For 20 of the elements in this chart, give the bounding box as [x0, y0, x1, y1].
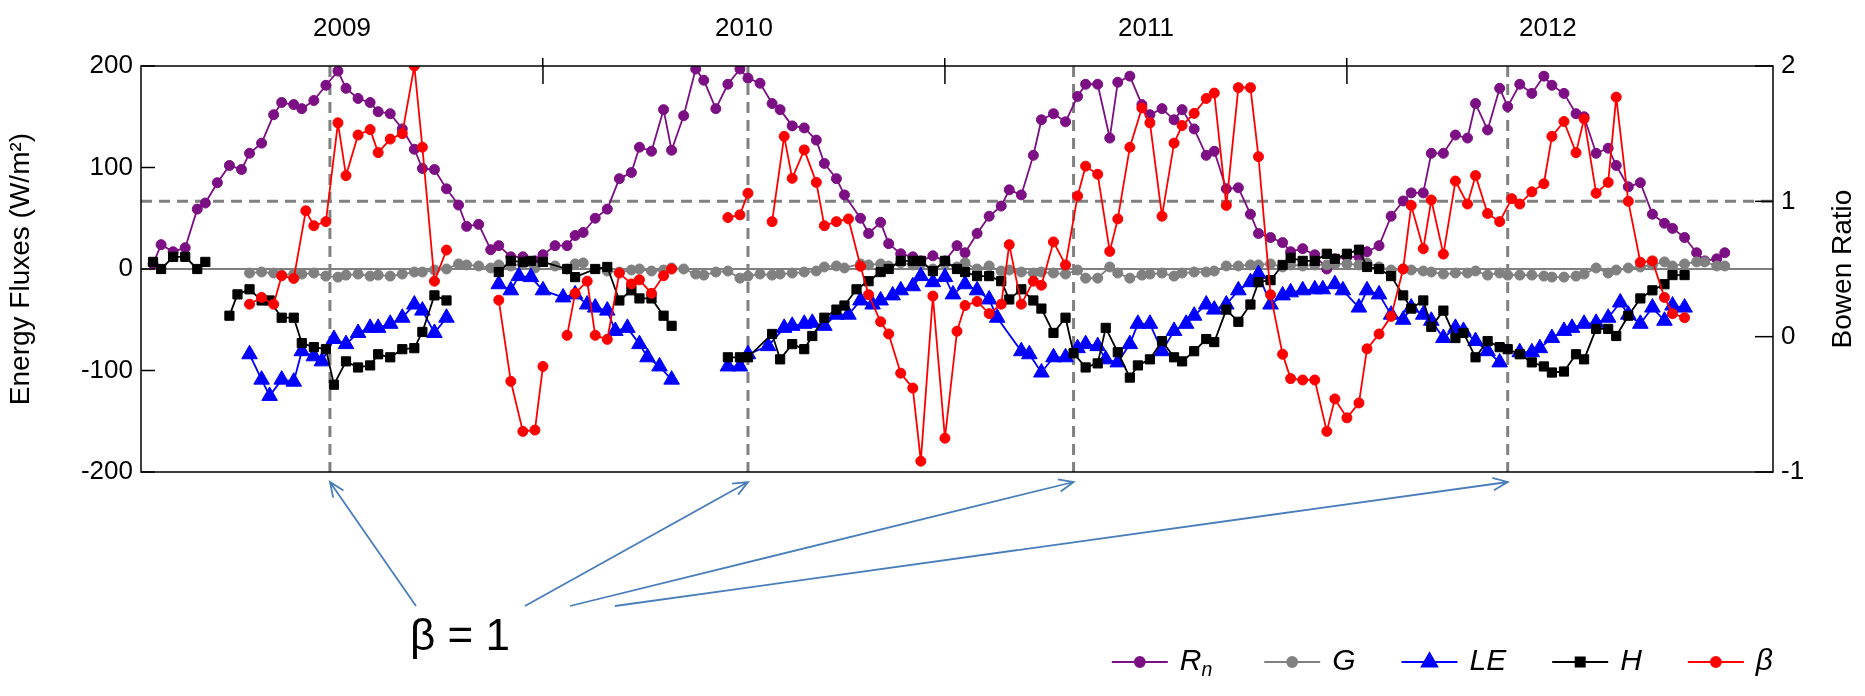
y-tick-label: 100 [89, 150, 133, 181]
y-tick-label: -100 [80, 353, 133, 384]
x-tick-label: 2012 [1518, 11, 1577, 42]
y2-axis-title: Bowen Ratio [1825, 189, 1857, 349]
y2-tick-label: 2 [1781, 49, 1796, 80]
text: β = 1 [410, 610, 510, 660]
legend-label: H [1620, 643, 1643, 677]
y2-tick-label: 1 [1781, 184, 1796, 215]
y-axis-title: Energy Fluxes (W/m²) [3, 132, 35, 406]
y-tick-label: -200 [80, 455, 133, 486]
y2-tick-label: 0 [1781, 319, 1796, 350]
x-tick-label: 2011 [1117, 11, 1174, 42]
y-tick-label: 200 [89, 49, 133, 80]
legend-label: G [1332, 643, 1356, 677]
x-tick-label: 2009 [313, 11, 371, 42]
x-tick-label: 2010 [715, 11, 773, 42]
legend-label: β [1754, 643, 1773, 677]
legend-label: LE [1469, 643, 1508, 677]
y-tick-label: 0 [118, 252, 133, 283]
y2-tick-label: -1 [1781, 455, 1805, 486]
